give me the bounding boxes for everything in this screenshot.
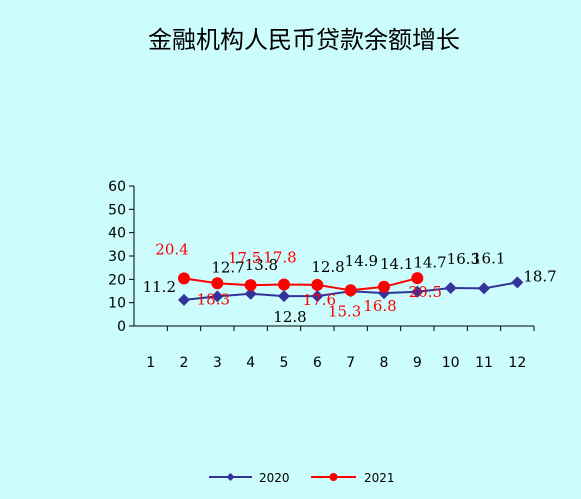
legend: 2020 2021: [209, 471, 395, 485]
y-tick-label: 60: [108, 179, 126, 195]
data-label: 17.5: [228, 249, 261, 267]
x-tick-label: 2: [180, 355, 189, 371]
y-tick-label: 20: [108, 272, 126, 288]
data-point: [478, 282, 490, 295]
legend-label: 2021: [364, 471, 395, 485]
data-label: 12.7: [211, 258, 244, 276]
data-label: 17.8: [263, 248, 296, 266]
data-label: 16.1: [472, 249, 505, 267]
data-label: 18.7: [523, 267, 556, 285]
series-layer: [178, 272, 524, 306]
data-label: 20.5: [409, 283, 442, 301]
y-tick-label: 50: [108, 202, 126, 218]
y-tick-label: 10: [108, 296, 126, 312]
data-point: [444, 281, 457, 294]
data-point: [178, 293, 190, 306]
data-label: 14.7: [413, 254, 446, 272]
data-labels: 11.212.7 13.812.812.8 14.9 14.1 14.7 16.316.1…: [143, 240, 557, 326]
legend-marker: [329, 473, 338, 481]
legend-label: 2020: [259, 471, 290, 485]
legend-item-2020: 2020: [209, 471, 290, 485]
data-point: [311, 278, 324, 291]
data-point: [178, 272, 190, 285]
data-point: [244, 287, 257, 300]
data-point: [344, 284, 357, 297]
data-label: 15.3: [328, 302, 361, 320]
x-tick-label: 5: [280, 355, 289, 371]
data-point: [311, 290, 324, 303]
data-point: [278, 278, 290, 291]
x-tick-label: 1: [146, 355, 155, 371]
x-tick-label: 12: [508, 355, 526, 371]
data-point: [378, 280, 390, 293]
data-label: 20.4: [155, 240, 188, 258]
y-tick-label: 0: [117, 319, 126, 335]
chart-title: 金融机构人民币贷款余额增长: [148, 26, 460, 54]
y-tick-label: 30: [108, 249, 126, 265]
legend-marker: [226, 473, 235, 481]
data-label: 18.3: [197, 290, 230, 308]
data-label: 16.3: [447, 250, 480, 268]
x-tick-label: 3: [213, 355, 222, 371]
y-tick-label: 40: [108, 226, 126, 242]
x-tick-label: 11: [475, 355, 493, 371]
data-point: [411, 285, 424, 298]
data-point: [244, 279, 257, 292]
x-tick-label: 9: [413, 355, 422, 371]
data-label: 17.6: [303, 291, 336, 309]
data-label: 13.8: [245, 256, 278, 274]
data-point: [411, 272, 424, 285]
x-tick-label: 8: [380, 355, 389, 371]
data-label: 12.8: [311, 258, 344, 276]
x-tick-label: 7: [346, 355, 355, 371]
data-point: [278, 290, 290, 303]
x-tick-label: 10: [442, 355, 460, 371]
x-tick-label: 6: [313, 355, 322, 371]
data-label: 14.9: [345, 252, 378, 270]
x-tick-label: 4: [246, 355, 255, 371]
data-label: 14.1: [380, 255, 413, 273]
data-label: 16.8: [363, 297, 396, 315]
data-point: [511, 276, 524, 289]
data-label: 12.8: [273, 308, 306, 326]
legend-item-2021: 2021: [311, 471, 395, 485]
series-2021: [178, 272, 424, 297]
data-point: [211, 277, 224, 290]
data-point: [211, 290, 224, 303]
data-label: 11.2: [143, 278, 176, 296]
